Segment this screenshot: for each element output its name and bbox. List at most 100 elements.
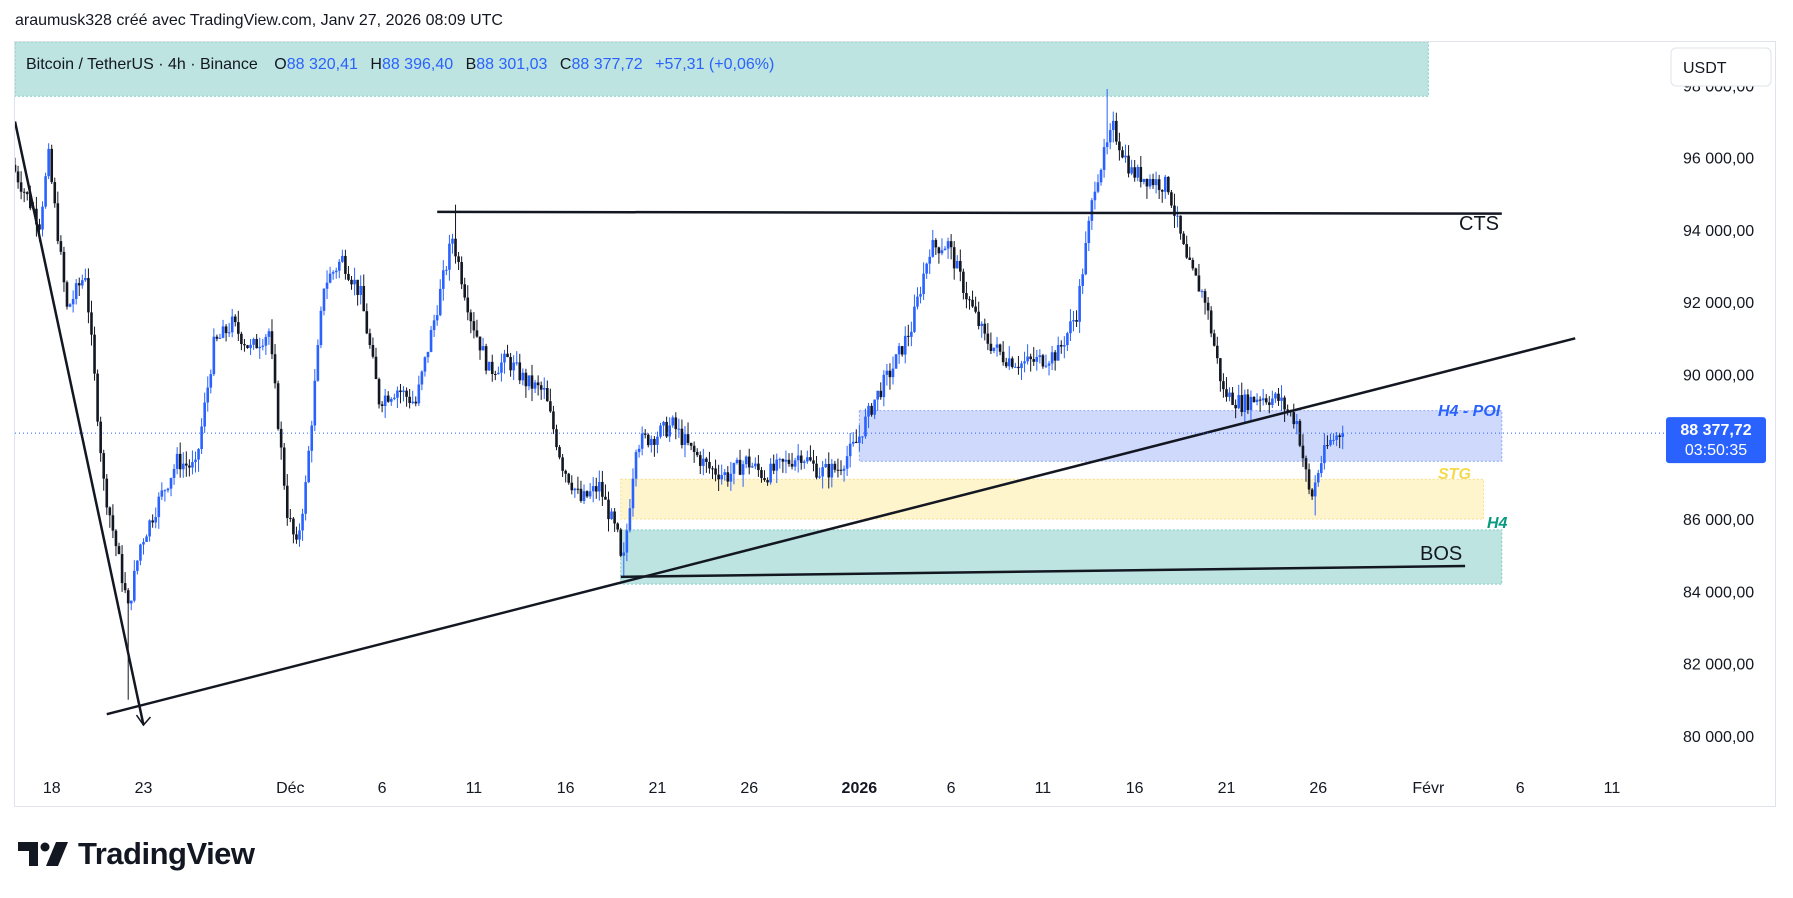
candle [705,456,708,473]
time-axis[interactable]: 18 23 Déc 6 11 16 21 26 2026 6 11 16 21 26 Févr 6 11 [43,780,1621,797]
candle [105,474,109,515]
candle [374,347,378,380]
time-tick-label: 6 [947,780,956,797]
candle [1163,174,1167,199]
candle [163,489,167,502]
zones-layer [15,42,1503,585]
candle [1237,384,1241,410]
candle [527,375,531,391]
candle [350,275,353,290]
candle [74,279,78,305]
candle [469,309,473,334]
candle [169,477,173,497]
candle [542,377,546,400]
candle [659,422,662,439]
top-zone[interactable] [15,42,1429,97]
candle [1258,396,1262,412]
candle [962,268,965,300]
candle [867,402,870,429]
trendline[interactable] [106,337,1576,716]
candle [490,354,494,382]
candle [1203,288,1207,315]
candle [267,328,271,345]
candle [1176,206,1179,228]
candle [1191,257,1195,271]
candle [610,508,613,520]
currency-button-label: USDT [1683,60,1727,77]
cts-line[interactable] [437,210,1502,215]
candle [607,491,610,532]
candle [989,332,993,354]
candle [188,459,191,477]
candle [230,308,234,338]
candle [319,306,323,349]
candle [1093,181,1097,210]
legend-h-value: 88 396,40 [382,56,453,73]
candle [289,509,292,523]
time-tick-label: Févr [1412,780,1445,797]
candle [435,305,439,326]
candle [451,233,454,254]
down-arrow-head [135,714,152,727]
candle [41,201,44,237]
candle [1283,395,1286,422]
currency-button[interactable]: USDT [1670,47,1772,87]
stg-zone[interactable] [620,478,1484,520]
candle [1246,389,1250,414]
legend-b-label: B [466,56,477,73]
tradingview-logo-text: TradingView [78,836,255,871]
candle [506,344,509,358]
candle [653,436,656,457]
candle [59,235,63,255]
candle [998,343,1002,356]
candle [552,405,555,435]
candle [851,432,855,447]
candle [1047,360,1051,376]
price-tick-label: 82 000,00 [1683,657,1754,674]
candle [1280,385,1283,412]
candle [1320,455,1323,478]
candle [546,380,549,402]
candle [445,265,448,276]
candle [71,290,75,313]
candle [891,356,895,385]
candle [1261,389,1265,406]
candle [1118,132,1121,161]
candle [1316,469,1320,487]
candle [322,288,326,316]
candle [897,342,901,364]
candle [341,249,344,263]
candle [454,204,457,264]
candle [1020,360,1023,380]
candle [237,310,240,342]
candle [533,379,537,394]
candle [821,460,824,489]
time-tick-label: 11 [1035,780,1052,797]
candle [279,421,283,460]
candle [937,246,941,264]
bos-line[interactable] [620,564,1466,579]
candle [723,469,727,481]
candle [793,457,797,471]
candle [717,464,720,491]
candle [940,238,944,256]
time-tick-label: 6 [378,780,387,797]
candle [117,542,121,555]
candle [729,461,733,491]
candle [757,455,760,477]
candle [1228,387,1231,402]
candle [111,504,115,539]
candle [769,458,772,485]
candle [622,542,626,577]
candle [136,560,139,575]
candle [1001,341,1005,366]
candle [1326,435,1329,449]
candle [885,363,889,386]
candle [708,451,711,474]
down-arrow-line[interactable] [15,121,145,726]
tradingview-logo[interactable]: TradingView [18,836,255,872]
candle [102,449,106,491]
h4-poi-zone[interactable] [858,410,1503,462]
